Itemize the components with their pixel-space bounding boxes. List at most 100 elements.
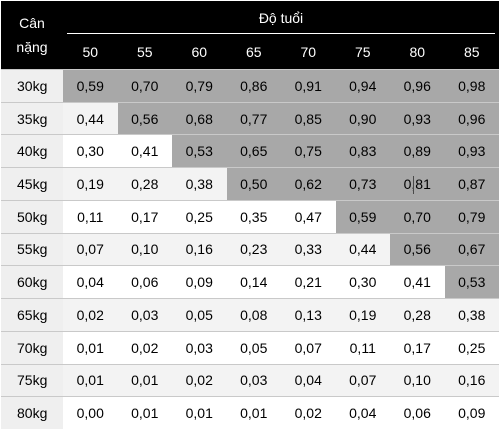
- weight-label: 50kg: [1, 199, 63, 233]
- weight-label: 45kg: [1, 167, 63, 200]
- age-header-70: 70: [281, 35, 336, 69]
- probability-cell: 0,75: [281, 134, 336, 168]
- probability-cell: 0,02: [63, 298, 118, 331]
- probability-cell: 0,01: [172, 396, 227, 429]
- probability-cell: 0,06: [117, 265, 172, 299]
- age-header-85: 85: [444, 35, 499, 69]
- probability-cell: 0,50: [226, 167, 281, 200]
- weight-label: 40kg: [1, 134, 63, 168]
- probability-cell: 0,41: [390, 265, 445, 299]
- probability-cell: 0,05: [172, 298, 227, 331]
- probability-cell: 0,16: [172, 232, 227, 266]
- probability-cell: 0,33: [281, 232, 336, 266]
- probability-cell: 0,25: [172, 199, 227, 233]
- probability-cell: 0,13: [281, 298, 336, 331]
- probability-cell: 0,86: [226, 69, 281, 102]
- probability-cell: 0,19: [335, 298, 390, 331]
- probability-cell: 0,68: [172, 101, 227, 135]
- probability-cell: 0,30: [63, 134, 118, 168]
- probability-cell: 0,70: [117, 69, 172, 102]
- probability-cell: 0,17: [390, 330, 445, 364]
- text-cursor-mark: [413, 176, 414, 194]
- weight-label: 60kg: [1, 265, 63, 299]
- probability-cell: 0,01: [63, 363, 118, 397]
- probability-cell: 0,56: [390, 232, 445, 266]
- probability-cell: 0,04: [335, 396, 390, 429]
- probability-cell: 0,79: [444, 199, 499, 233]
- probability-cell: 0,01: [63, 330, 118, 364]
- probability-cell: 0,02: [281, 396, 336, 429]
- weight-label: 80kg: [1, 396, 63, 429]
- probability-cell: 0,41: [117, 134, 172, 168]
- probability-cell: 0,79: [172, 69, 227, 102]
- probability-cell: 0,25: [444, 330, 499, 364]
- probability-cell: 0,65: [226, 134, 281, 168]
- probability-cell: 0,38: [444, 298, 499, 331]
- age-header-55: 55: [117, 35, 172, 69]
- weight-label: 35kg: [1, 101, 63, 135]
- probability-cell: 0,04: [63, 265, 118, 299]
- probability-cell: 0,56: [117, 101, 172, 135]
- probability-cell: 0,00: [63, 396, 118, 429]
- probability-cell: 0,07: [335, 363, 390, 397]
- probability-cell: 0,47: [281, 199, 336, 233]
- probability-cell: 0,04: [281, 363, 336, 397]
- probability-cell: 0,21: [281, 265, 336, 299]
- age-group-header: Độ tuổi: [63, 1, 499, 35]
- probability-cell: 0,67: [444, 232, 499, 266]
- probability-cell: 0,77: [226, 101, 281, 135]
- probability-cell: 0,98: [444, 69, 499, 102]
- probability-cell: 0,07: [63, 232, 118, 266]
- probability-cell: 0,02: [117, 330, 172, 364]
- probability-cell: 0,09: [172, 265, 227, 299]
- weight-label: 75kg: [1, 363, 63, 397]
- weight-label: 70kg: [1, 330, 63, 364]
- probability-cell: 0,81: [390, 167, 445, 200]
- probability-cell: 0,38: [172, 167, 227, 200]
- probability-cell: 0,03: [172, 330, 227, 364]
- probability-cell: 0,53: [172, 134, 227, 168]
- probability-cell: 0,73: [335, 167, 390, 200]
- age-header-80: 80: [390, 35, 445, 69]
- probability-cell: 0,62: [281, 167, 336, 200]
- age-header-75: 75: [335, 35, 390, 69]
- probability-cell: 0,08: [226, 298, 281, 331]
- probability-cell: 0,59: [63, 69, 118, 102]
- probability-cell: 0,03: [226, 363, 281, 397]
- probability-cell: 0,06: [390, 396, 445, 429]
- probability-cell: 0,35: [226, 199, 281, 233]
- probability-cell: 0,83: [335, 134, 390, 168]
- probability-cell: 0,96: [390, 69, 445, 102]
- probability-cell: 0,10: [390, 363, 445, 397]
- probability-cell: 0,87: [444, 167, 499, 200]
- probability-cell: 0,30: [335, 265, 390, 299]
- weight-label: 30kg: [1, 69, 63, 102]
- probability-cell: 0,59: [335, 199, 390, 233]
- probability-cell: 0,70: [390, 199, 445, 233]
- probability-cell: 0,11: [63, 199, 118, 233]
- weight-label: 65kg: [1, 298, 63, 331]
- probability-cell: 0,93: [390, 101, 445, 135]
- probability-cell: 0,96: [444, 101, 499, 135]
- probability-cell: 0,09: [444, 396, 499, 429]
- probability-cell: 0,05: [226, 330, 281, 364]
- probability-cell: 0,03: [117, 298, 172, 331]
- age-header-50: 50: [63, 35, 118, 69]
- probability-cell: 0,85: [281, 101, 336, 135]
- weight-column-header: Cân nặng: [1, 1, 63, 69]
- probability-cell: 0,28: [117, 167, 172, 200]
- probability-cell: 0,11: [335, 330, 390, 364]
- age-header-65: 65: [226, 35, 281, 69]
- probability-cell: 0,02: [172, 363, 227, 397]
- weight-label: 55kg: [1, 232, 63, 266]
- probability-cell: 0,10: [117, 232, 172, 266]
- probability-cell: 0,19: [63, 167, 118, 200]
- weight-header-line1: Cân: [19, 15, 45, 31]
- probability-cell: 0,14: [226, 265, 281, 299]
- probability-cell: 0,01: [226, 396, 281, 429]
- probability-cell: 0,16: [444, 363, 499, 397]
- probability-cell: 0,23: [226, 232, 281, 266]
- probability-cell: 0,07: [281, 330, 336, 364]
